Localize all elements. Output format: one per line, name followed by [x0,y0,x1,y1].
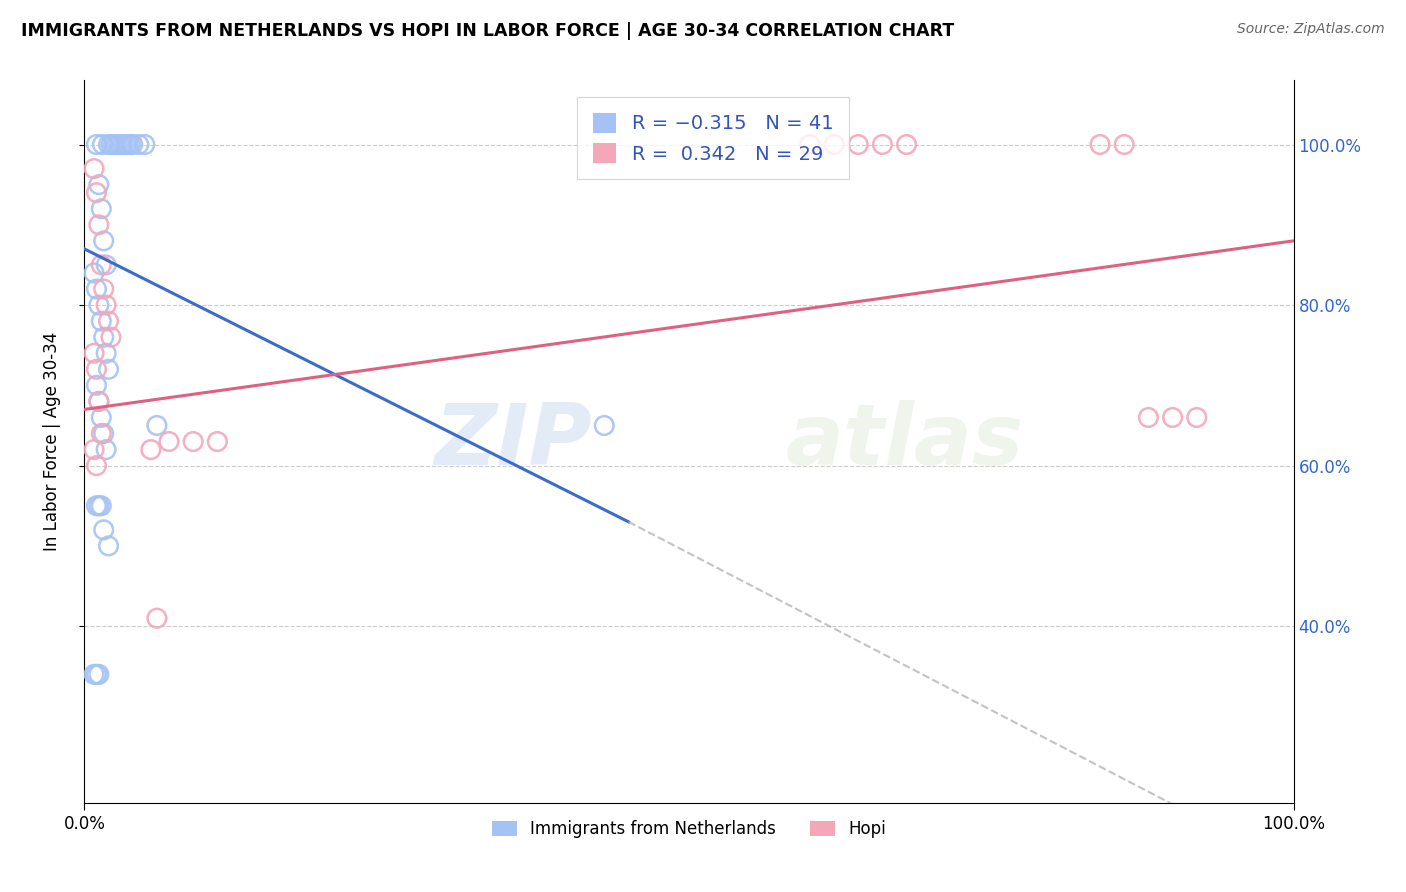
Point [86,137,108,152]
Point [146,418,169,433]
Point [86,282,108,296]
Point [90,426,112,441]
Point [121,137,143,152]
Text: atlas: atlas [786,400,1024,483]
Point [83,161,105,176]
Point [107,137,129,152]
Point [181,434,204,449]
Point [1161,410,1184,425]
Point [593,418,616,433]
Point [87,499,110,513]
Point [146,611,169,625]
Point [93,282,115,296]
Point [846,137,869,152]
Point [157,434,180,449]
Point [86,667,108,681]
Point [97,362,120,376]
Point [114,137,136,152]
Point [93,426,115,441]
Point [87,394,110,409]
Point [94,442,117,457]
Point [91,137,114,152]
Point [87,298,110,312]
Point [97,314,120,328]
Point [100,137,122,152]
Point [94,346,117,360]
Point [97,539,120,553]
Point [104,137,127,152]
Point [86,362,108,376]
Text: ZIP: ZIP [434,400,592,483]
Point [90,410,112,425]
Point [90,202,112,216]
Point [90,499,112,513]
Text: Source: ZipAtlas.com: Source: ZipAtlas.com [1237,22,1385,37]
Point [87,178,110,192]
Point [207,434,229,449]
Point [93,234,115,248]
Point [93,523,115,537]
Point [110,137,132,152]
Point [120,137,142,152]
Point [93,330,115,344]
Point [117,137,139,152]
Point [1114,137,1136,152]
Point [83,346,105,360]
Point [86,458,108,473]
Point [90,314,112,328]
Point [86,499,108,513]
Point [1137,410,1160,425]
Point [87,394,110,409]
Point [1185,410,1208,425]
Point [103,137,125,152]
Point [823,137,845,152]
Point [799,137,821,152]
Point [872,137,894,152]
Point [86,378,108,392]
Point [86,186,108,200]
Point [90,258,112,272]
Point [134,137,156,152]
Point [139,442,162,457]
Point [87,218,110,232]
Point [896,137,918,152]
Y-axis label: In Labor Force | Age 30-34: In Labor Force | Age 30-34 [42,332,60,551]
Point [83,442,105,457]
Legend: Immigrants from Netherlands, Hopi: Immigrants from Netherlands, Hopi [485,814,893,845]
Point [128,137,150,152]
Text: IMMIGRANTS FROM NETHERLANDS VS HOPI IN LABOR FORCE | AGE 30-34 CORRELATION CHART: IMMIGRANTS FROM NETHERLANDS VS HOPI IN L… [21,22,955,40]
Point [83,667,105,681]
Point [94,298,117,312]
Point [83,266,105,280]
Point [94,258,117,272]
Point [112,137,135,152]
Point [100,330,122,344]
Point [1088,137,1111,152]
Point [87,667,110,681]
Point [97,137,120,152]
